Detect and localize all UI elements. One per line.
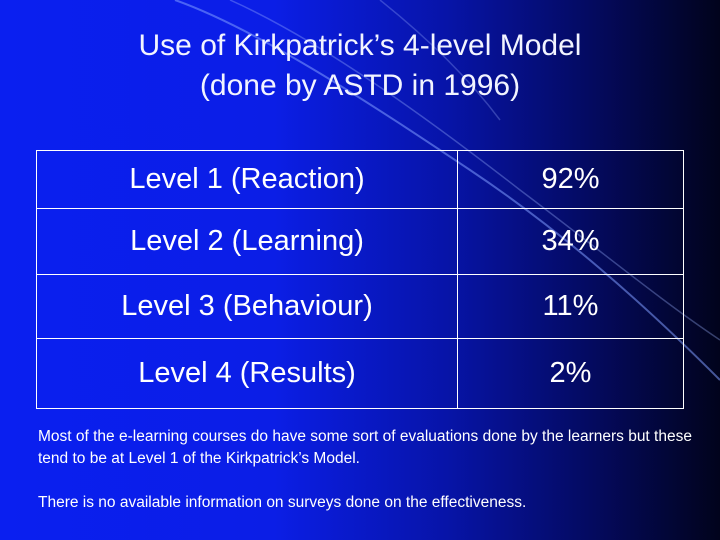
- level-percentage: 92%: [457, 150, 684, 209]
- note-paragraph: Most of the e-learning courses do have s…: [38, 428, 692, 467]
- table-row: Level 1 (Reaction) 92%: [36, 150, 684, 209]
- title-line-1: Use of Kirkpatrick’s 4-level Model: [138, 29, 582, 62]
- decor-curve-3: [379, 0, 501, 121]
- note-paragraph: There is no available information on sur…: [38, 494, 527, 511]
- kirkpatrick-levels-table: Level 1 (Reaction) 92% Level 2 (Learning…: [36, 150, 684, 409]
- level-label: Level 1 (Reaction): [36, 150, 458, 209]
- level-percentage: 2%: [457, 338, 684, 409]
- slide-title: Use of Kirkpatrick’s 4-level Model (done…: [60, 26, 660, 106]
- level-label: Level 4 (Results): [36, 338, 458, 409]
- level-percentage: 11%: [457, 274, 684, 339]
- level-label: Level 3 (Behaviour): [36, 274, 458, 339]
- title-line-2: (done by ASTD in 1996): [199, 69, 521, 102]
- table-row: Level 2 (Learning) 34%: [36, 208, 684, 275]
- table-row: Level 4 (Results) 2%: [36, 338, 684, 409]
- table-row: Level 3 (Behaviour) 11%: [36, 274, 684, 339]
- notes-text: Most of the e-learning courses do have s…: [38, 426, 698, 514]
- level-percentage: 34%: [457, 208, 684, 275]
- level-label: Level 2 (Learning): [36, 208, 458, 275]
